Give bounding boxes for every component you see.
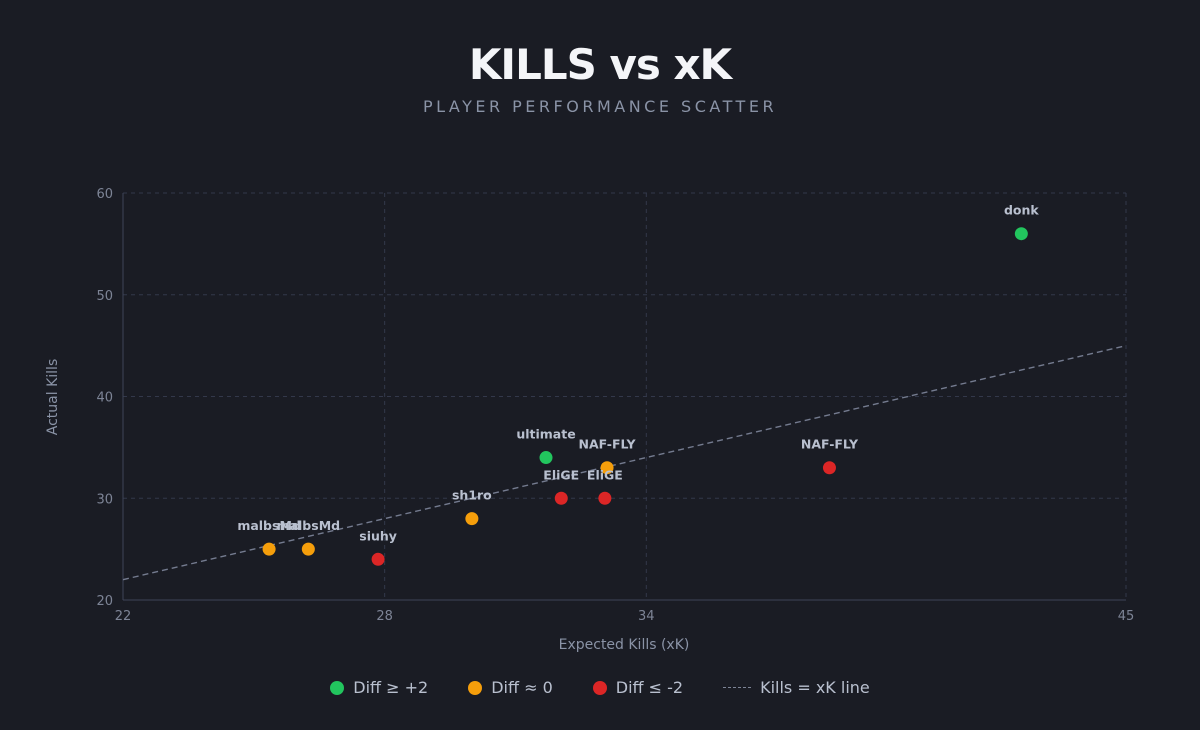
data-point xyxy=(301,542,315,556)
data-point-label: donk xyxy=(1004,203,1039,218)
data-point xyxy=(539,451,553,465)
data-point-label: sh1ro xyxy=(452,488,492,503)
y-tick-label: 40 xyxy=(96,391,113,406)
chart-title: KILLS vs xK xyxy=(468,40,732,89)
data-point-label: NAF-FLY xyxy=(579,437,637,452)
data-point-label: EliGE xyxy=(543,467,579,482)
data-point-label: NAF-FLY xyxy=(801,437,859,452)
legend-label-positive: Diff ≥ +2 xyxy=(353,678,429,697)
data-point-label: malbsMd xyxy=(237,518,301,533)
x-tick-label: 22 xyxy=(115,609,132,624)
chart-subtitle: PLAYER PERFORMANCE SCATTER xyxy=(422,97,778,116)
legend-item-positive: Diff ≥ +2 xyxy=(330,678,428,697)
chart-grid xyxy=(123,192,1127,600)
legend-item-negative: Diff ≤ -2 xyxy=(592,678,684,697)
legend-swatch-reference-line xyxy=(723,687,752,688)
data-point-label: siuhy xyxy=(359,528,397,543)
legend-item-neutral: Diff ≈ 0 xyxy=(468,678,553,697)
data-point-label: malbsMd xyxy=(277,518,341,533)
y-tick-label: 60 xyxy=(96,187,113,202)
chart-legend: Diff ≥ +2 Diff ≈ 0 Diff ≤ -2 Kills = xK … xyxy=(0,678,1200,697)
data-point xyxy=(822,461,836,475)
data-point-label: ultimate xyxy=(516,427,575,442)
y-tick-label: 30 xyxy=(96,492,113,507)
legend-item-reference-line: Kills = xK line xyxy=(723,678,870,697)
data-point xyxy=(1014,227,1028,241)
x-tick-label: 45 xyxy=(1118,609,1135,624)
chart-axes: 20 30 40 50 60 22 28 34 45 xyxy=(96,187,1134,624)
legend-label-negative: Diff ≤ -2 xyxy=(615,678,684,697)
reference-line xyxy=(122,344,1127,581)
data-point xyxy=(598,491,612,505)
legend-swatch-positive xyxy=(330,680,345,695)
legend-label-neutral: Diff ≈ 0 xyxy=(491,678,553,697)
y-axis-label: Actual Kills xyxy=(45,359,61,435)
legend-label-reference-line: Kills = xK line xyxy=(760,678,870,697)
data-point xyxy=(465,512,479,526)
x-axis-label: Expected Kills (xK) xyxy=(559,637,690,653)
x-tick-label: 34 xyxy=(638,609,655,624)
legend-swatch-negative xyxy=(592,680,607,695)
y-tick-label: 20 xyxy=(96,594,113,609)
data-point xyxy=(554,491,568,505)
data-point xyxy=(371,552,385,566)
y-tick-label: 50 xyxy=(96,289,113,304)
legend-swatch-neutral xyxy=(468,680,483,695)
x-tick-label: 28 xyxy=(376,609,393,624)
data-point-label: EliGE xyxy=(587,467,623,482)
data-point xyxy=(262,542,276,556)
reference-line-group xyxy=(122,344,1127,581)
data-point xyxy=(600,461,614,475)
